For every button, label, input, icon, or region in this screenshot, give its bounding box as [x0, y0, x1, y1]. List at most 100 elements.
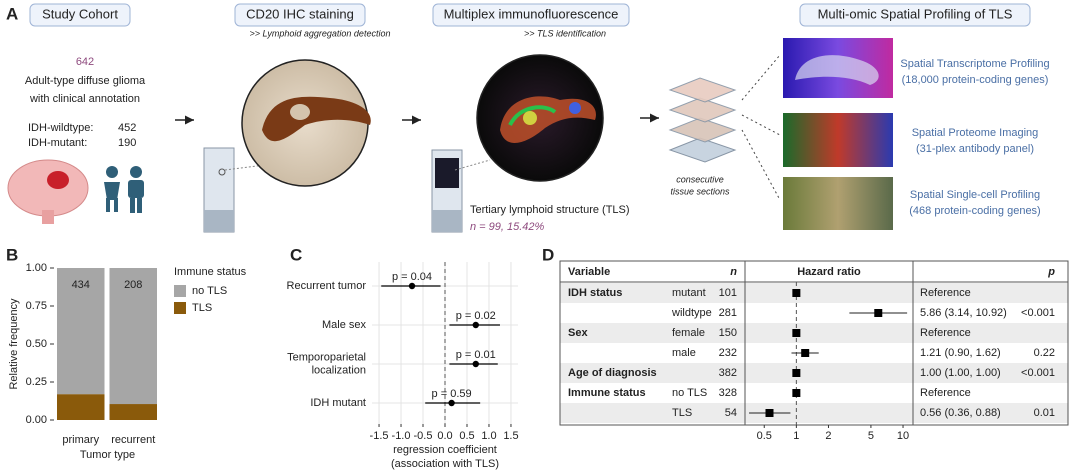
p-label: p = 0.04: [392, 271, 432, 283]
p-value: <0.001: [1021, 307, 1055, 319]
header-box: [29, 3, 131, 27]
point: [408, 282, 416, 290]
tls-stat: n = 99, 15.42%: [470, 221, 545, 233]
panel-label: B: [6, 245, 18, 264]
y-tick-label: 0.75: [26, 300, 47, 312]
estimate: 1.21 (0.90, 1.62): [920, 347, 1001, 359]
panel-label: A: [6, 4, 18, 23]
x-tick-label: 5: [868, 430, 874, 442]
group-n: 190: [118, 137, 136, 149]
p-label: p = 0.59: [432, 388, 472, 400]
y-tick-label: localization: [312, 364, 366, 376]
x-tick-label: 1.5: [503, 430, 518, 442]
y-tick-label: IDH mutant: [310, 397, 366, 409]
mif-image: [476, 54, 604, 182]
header-box: [799, 3, 1031, 27]
header: Multi-omic Spatial Profiling of TLS: [818, 6, 1013, 21]
point: [792, 369, 801, 377]
profiling-title: Spatial Transcriptome Profiling: [900, 58, 1049, 70]
y-tick-label: 0.25: [26, 376, 47, 388]
n: 328: [719, 387, 737, 399]
legend-label: TLS: [192, 302, 212, 314]
x-tick-label: 2: [825, 430, 831, 442]
n: 281: [719, 307, 737, 319]
group-n: 452: [118, 122, 136, 134]
connector: [741, 54, 781, 101]
point: [801, 349, 810, 357]
header-box: [432, 3, 630, 27]
cohort-total: 642: [76, 56, 94, 68]
point: [765, 409, 774, 417]
group-name: IDH-mutant:: [28, 137, 87, 149]
sections-label: consecutive: [676, 174, 724, 184]
level: male: [672, 347, 696, 359]
y-tick-label: Recurrent tumor: [287, 280, 367, 292]
y-tick-label: 1.00: [26, 262, 47, 274]
n: 150: [719, 327, 737, 339]
x-axis-label: regression coefficient: [393, 444, 497, 456]
legend-swatch: [174, 302, 186, 314]
x-tick-label: 10: [897, 430, 909, 442]
profiling-detail: (18,000 protein-coding genes): [902, 74, 1049, 86]
p-value: 0.01: [1034, 407, 1055, 419]
y-axis-label: Relative frequency: [8, 298, 20, 390]
brain-icon: [7, 159, 89, 224]
connector: [741, 129, 781, 201]
x-tick-label: 0.0: [437, 430, 452, 442]
bar-segment: [57, 268, 105, 395]
sections-label: tissue sections: [670, 186, 730, 196]
subtitle: >> Lymphoid aggregation detection: [250, 28, 391, 38]
total-label: 434: [72, 279, 90, 291]
connector: [741, 114, 781, 136]
level: wildtype: [671, 307, 712, 319]
x-tick-label: primary: [62, 434, 99, 446]
legend-title: Immune status: [174, 266, 247, 278]
level: no TLS: [672, 387, 707, 399]
variable: Immune status: [568, 387, 646, 399]
n: 232: [719, 347, 737, 359]
x-tick-label: 1.0: [481, 430, 496, 442]
x-tick-label: 0.5: [757, 430, 772, 442]
x-tick-label: 1: [793, 430, 799, 442]
bar-segment: [109, 268, 157, 405]
legend-label: no TLS: [192, 285, 227, 297]
point: [472, 321, 479, 329]
y-tick-label: 0.50: [26, 338, 47, 350]
x-axis-label: (association with TLS): [391, 458, 499, 470]
profiling-detail: (31-plex antibody panel): [916, 143, 1034, 155]
bar-segment: [57, 394, 105, 420]
people-icon: [104, 166, 144, 213]
column-header: p: [1047, 266, 1055, 278]
variable: Age of diagnosis: [568, 367, 657, 379]
y-tick-label: Temporoparietal: [287, 351, 366, 363]
estimate: 1.00 (1.00, 1.00): [920, 367, 1001, 379]
panel-a: A Study Cohort CD20 IHC staining Multipl…: [6, 3, 1050, 233]
estimate: 5.86 (3.14, 10.92): [920, 307, 1007, 319]
p-label: p = 0.01: [456, 349, 496, 361]
profiling-title: Spatial Single-cell Profiling: [910, 189, 1040, 201]
estimate: Reference: [920, 387, 971, 399]
cohort-description: Adult-type diffuse glioma: [25, 75, 146, 87]
cohort-description: with clinical annotation: [29, 93, 140, 105]
point: [792, 289, 801, 297]
p-value: <0.001: [1021, 367, 1055, 379]
x-tick-label: recurrent: [111, 434, 155, 446]
column-header: Variable: [568, 266, 610, 278]
transcriptome-shape: [795, 55, 879, 85]
total-label: 208: [124, 279, 142, 291]
p-value: 0.22: [1034, 347, 1055, 359]
profiling-detail: (468 protein-coding genes): [909, 205, 1040, 217]
column-header: Hazard ratio: [797, 266, 861, 278]
variable: Sex: [568, 327, 588, 339]
point: [874, 309, 883, 317]
point: [448, 399, 455, 407]
panel-label: D: [542, 245, 554, 264]
level: female: [672, 327, 705, 339]
row-shading: [560, 363, 1068, 383]
x-tick-label: -1.5: [370, 430, 389, 442]
y-tick-label: Male sex: [322, 319, 367, 331]
point: [792, 389, 801, 397]
n: 101: [719, 287, 737, 299]
point: [792, 329, 801, 337]
